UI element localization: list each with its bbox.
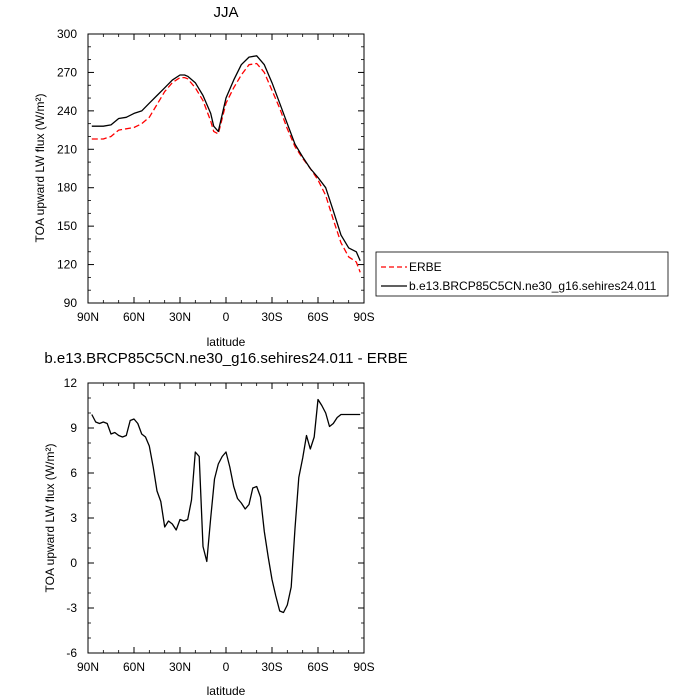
panel1-series-line-1 — [91, 55, 361, 261]
panel2-x-tick-label: 60S — [307, 660, 328, 674]
panel2-x-tick-label: 90S — [353, 660, 374, 674]
bottom-panel: b.e13.BRCP85C5CN.ne30_g16.sehires24.011 … — [43, 350, 408, 698]
panel2-x-tick-label: 30N — [169, 660, 191, 674]
panel2-y-tick-label: -6 — [66, 646, 77, 660]
legend-box — [375, 251, 669, 297]
panel1-x-tick-label: 30S — [261, 310, 282, 324]
panel2-series-line-0 — [91, 398, 361, 614]
panel2-y-axis-label: TOA upward LW flux (W/m²) — [43, 444, 57, 593]
panel2-x-tick-label: 90N — [77, 660, 99, 674]
legend: ERBE b.e13.BRCP85C5CN.ne30_g16.sehires24… — [375, 251, 669, 297]
panel1-y-tick-label: 120 — [57, 258, 77, 272]
panel2-y-tick-label: -3 — [66, 601, 77, 615]
panel2-title: b.e13.BRCP85C5CN.ne30_g16.sehires24.011 … — [44, 350, 407, 367]
panel1-x-tick-label: 0 — [223, 310, 230, 324]
panel1-x-tick-label: 60S — [307, 310, 328, 324]
panel1-x-tick-label: 90N — [77, 310, 99, 324]
legend-model-label: b.e13.BRCP85C5CN.ne30_g16.sehires24.011 — [409, 279, 657, 293]
panel2-x-tick-label: 30S — [261, 660, 282, 674]
panel2-y-tick-label: 12 — [64, 376, 78, 390]
panel1-plot-frame — [87, 33, 365, 304]
panel2-tick-labels: 90N 60N 30N 0 30S 60S 90S -6 -3 0 3 6 9 12 — [64, 376, 375, 674]
panel2-y-tick-label: 0 — [70, 556, 77, 570]
panel1-y-tick-label: 150 — [57, 219, 77, 233]
panel1-x-axis-label: latitude — [207, 335, 246, 349]
panel1-y-tick-label: 210 — [57, 142, 77, 156]
panel1-x-tick-label: 90S — [353, 310, 374, 324]
legend-erbe-label: ERBE — [409, 260, 442, 274]
panel1-y-tick-label: 90 — [64, 296, 78, 310]
panel1-y-tick-label: 270 — [57, 65, 77, 79]
panel1-title: JJA — [213, 4, 238, 21]
panel1-y-tick-label: 240 — [57, 104, 77, 118]
panel2-series — [91, 398, 361, 614]
panel2-y-tick-label: 6 — [70, 466, 77, 480]
panel2-x-axis-label: latitude — [207, 684, 246, 698]
panel1-tick-labels: 90N 60N 30N 0 30S 60S 90S 90 120 150 180 210 240 270 3… — [57, 27, 375, 324]
panel2-ticks — [87, 382, 365, 654]
panel1-x-tick-label: 60N — [123, 310, 145, 324]
panel1-ticks — [87, 33, 365, 304]
panel1-series-line-0 — [91, 62, 361, 273]
panel2-y-tick-label: 9 — [70, 421, 77, 435]
panel1-y-tick-label: 300 — [57, 27, 77, 41]
top-panel: JJA 90N 60N 30N 0 30S 60S 90S 90 120 150 180 210 240… — [33, 4, 375, 349]
panel1-y-tick-label: 180 — [57, 181, 77, 195]
panel2-x-tick-label: 0 — [223, 660, 230, 674]
panel1-y-axis-label: TOA upward LW flux (W/m²) — [33, 94, 47, 243]
panel1-series — [91, 55, 361, 273]
panel2-x-tick-label: 60N — [123, 660, 145, 674]
panel2-y-tick-label: 3 — [70, 511, 77, 525]
panel1-x-tick-label: 30N — [169, 310, 191, 324]
